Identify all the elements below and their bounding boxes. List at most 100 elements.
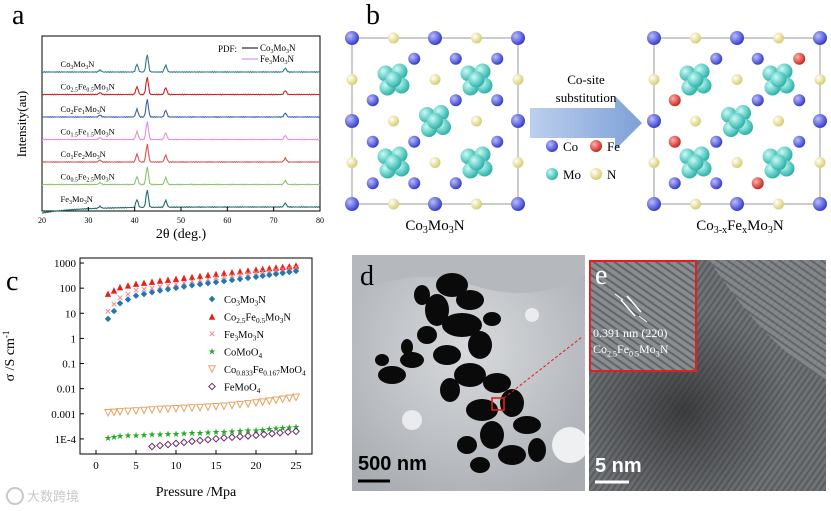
- cond-point-4-20: [258, 398, 267, 407]
- atom-co-cellRight-x4: [668, 177, 681, 190]
- cond-point-2-21: ✕: [266, 266, 274, 276]
- atom-n-cellRight-11: [731, 74, 743, 85]
- cond-point-2-13: ✕: [204, 274, 212, 284]
- cond-point-0-17: [236, 275, 244, 283]
- cond-legend-marker-1: [208, 313, 216, 320]
- atom-co-cellRight-x1: [710, 52, 723, 65]
- cond-xtick-label-0: 0: [93, 460, 99, 472]
- tem-zoom-box: [491, 397, 505, 411]
- atom-n-cellLeft-5: [388, 32, 399, 44]
- cond-point-3-25: ★: [292, 422, 300, 432]
- cond-point-5-8: [212, 434, 220, 443]
- cond-point-2-23: ✕: [279, 264, 287, 274]
- atom-co-cellLeft-x11: [449, 52, 462, 65]
- atom-co-cellRight-22: [813, 114, 827, 128]
- atom-n-cellLeft-23: [512, 157, 524, 168]
- cond-point-0-21: [266, 271, 273, 279]
- atom-n-cellRight-13: [731, 157, 743, 168]
- cond-point-3-17: ★: [236, 426, 244, 436]
- cond-point-3-12: ★: [196, 428, 204, 438]
- arrow-text-line1: Co-site: [567, 72, 605, 87]
- cond-point-3-1: ★: [110, 432, 118, 442]
- atom-co-cellLeft-24: [511, 197, 525, 211]
- cond-point-1-20: [259, 265, 266, 273]
- cond-xtick-label-3: 15: [211, 460, 223, 472]
- xrd-trace-label-5: Co0.5Fe2.5Mo3N: [61, 172, 115, 184]
- arrow-text-line2: substitution: [556, 90, 617, 105]
- cond-point-1-15: [220, 269, 228, 277]
- cond-ytick-label-3: 1: [71, 333, 77, 345]
- atom-n-cellLeft-3: [346, 157, 358, 168]
- atom-n-cellLeft-13: [429, 157, 441, 168]
- xrd-trace-5: [41, 166, 321, 186]
- xrd-trace-label-0: Co3Mo3N: [61, 59, 95, 71]
- cond-point-4-12: [195, 403, 205, 412]
- cond-point-5-1: [156, 441, 164, 450]
- cond-point-1-3: [124, 282, 132, 289]
- cond-point-2-4: ✕: [132, 286, 140, 296]
- cond-point-0-11: [188, 282, 196, 289]
- atom-n-cellRight-9: [690, 198, 701, 210]
- xrd-trace-label-1: Co2.5Fe0.5Mo3N: [61, 82, 115, 94]
- cond-point-2-2: ✕: [116, 293, 124, 303]
- tem-scale-bar-text: 500 nm: [358, 453, 427, 475]
- cond-legend-label-1: Co2.5Fe0.5Mo3N: [224, 313, 291, 326]
- atom-mo-cellLeft-1-4: [468, 71, 485, 88]
- hrtem-scale-bar-text: 5 nm: [595, 455, 642, 477]
- hrtem-annotation-line1: 0.391 nm (220): [593, 326, 668, 340]
- cond-point-2-12: ✕: [196, 276, 204, 286]
- cond-point-1-6: [148, 278, 156, 285]
- cond-legend-label-4: Co0.833Fe0.167MoO4: [224, 365, 306, 378]
- cond-point-5-17: [284, 428, 292, 436]
- atom-mo-cellRight-1-4: [770, 71, 787, 88]
- cond-point-3-7: ★: [156, 429, 164, 439]
- atom-n-cellRight-17: [773, 115, 784, 127]
- cond-point-2-16: ✕: [228, 271, 236, 281]
- cond-point-0-1: [110, 307, 118, 315]
- cond-point-0-4: [132, 292, 140, 299]
- cond-point-3-4: ★: [132, 430, 140, 440]
- cond-legend-marker-0: [208, 295, 216, 303]
- cond-legend-marker-3: ★: [208, 347, 216, 357]
- cond-point-1-17: [236, 268, 244, 275]
- atom-n-cellRight-21: [814, 74, 826, 85]
- atom-co-cellRight-14: [730, 197, 744, 211]
- panel-label-d: d: [360, 261, 374, 292]
- xrd-xtick-label-0: 20: [38, 216, 46, 225]
- xrd-trace-3: [41, 121, 321, 141]
- atom-co-cellLeft-20: [511, 31, 525, 45]
- cond-point-4-16: [227, 401, 237, 410]
- cond-point-5-3: [172, 439, 180, 448]
- cond-point-2-20: ✕: [259, 267, 267, 277]
- cond-point-4-9: [171, 404, 181, 414]
- cond-point-1-7: [156, 277, 164, 284]
- panel-label-c: c: [6, 266, 19, 297]
- xrd-xtick-label-6: 80: [316, 216, 324, 225]
- atom-co-cellRight-2: [647, 114, 661, 128]
- atom-co-cellLeft-x7: [491, 135, 504, 148]
- cond-point-3-23: ★: [279, 423, 287, 433]
- cond-point-5-13: [252, 431, 260, 440]
- cond-point-5-12: [244, 432, 252, 440]
- cond-point-0-13: [204, 280, 212, 287]
- cond-point-3-10: ★: [180, 428, 188, 438]
- cond-point-3-0: ★: [104, 433, 112, 443]
- hrtem-inset: [589, 260, 697, 372]
- cond-point-2-5: ✕: [140, 284, 148, 294]
- cond-point-1-11: [188, 273, 196, 281]
- xrd-xtick-label-5: 70: [270, 216, 278, 225]
- cond-point-4-15: [219, 402, 229, 411]
- cond-point-3-14: ★: [212, 427, 220, 437]
- xrd-xtick-label-2: 40: [131, 216, 139, 225]
- cond-point-4-18: [243, 400, 253, 409]
- legend-mo-swatch: [546, 168, 558, 180]
- atom-fe-cellRight-x0: [668, 94, 681, 107]
- cond-point-2-11: ✕: [188, 277, 196, 287]
- cond-point-3-6: ★: [148, 430, 156, 440]
- cond-point-2-1: ✕: [110, 300, 118, 310]
- atom-co-cellLeft-x6: [449, 177, 462, 190]
- substitution-arrow: [530, 96, 642, 150]
- panel-label-a: a: [12, 0, 25, 31]
- cond-point-3-16: ★: [228, 427, 236, 437]
- atom-mo-cellLeft-2-4: [385, 154, 402, 171]
